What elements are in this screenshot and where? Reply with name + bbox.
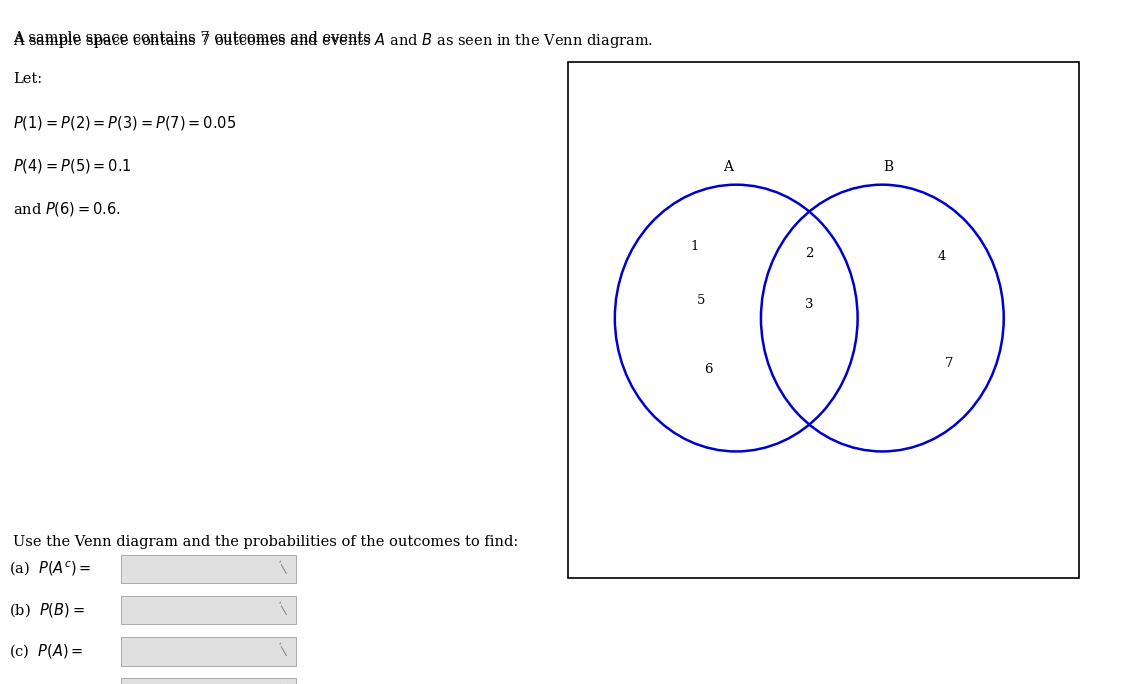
Text: A sample space contains 7 outcomes and events: A sample space contains 7 outcomes and e… xyxy=(13,31,377,44)
Text: (c)  $P(A) =$: (c) $P(A) =$ xyxy=(9,642,83,660)
Text: 5: 5 xyxy=(697,294,706,308)
Text: 2: 2 xyxy=(805,246,814,260)
Text: A sample space contains 7 outcomes and events $\it{A}$ and $\it{B}$ as seen in t: A sample space contains 7 outcomes and e… xyxy=(13,31,654,50)
Bar xyxy=(121,555,296,583)
Text: and $P(6) = 0.6$.: and $P(6) = 0.6$. xyxy=(13,200,121,218)
Text: (b)  $P(B) =$: (b) $P(B) =$ xyxy=(9,601,84,619)
Text: (d)  $P(B^c) =$: (d) $P(B^c) =$ xyxy=(9,683,92,684)
Bar xyxy=(568,62,1079,578)
Text: Let:: Let: xyxy=(13,72,43,86)
Text: (a)  $P(A^c) =$: (a) $P(A^c) =$ xyxy=(9,560,91,579)
Text: B: B xyxy=(882,161,894,174)
Bar xyxy=(121,678,296,684)
Text: A: A xyxy=(724,161,733,174)
Text: 4: 4 xyxy=(937,250,946,263)
Bar xyxy=(121,596,296,624)
Text: 3: 3 xyxy=(805,298,814,311)
Text: 6: 6 xyxy=(704,363,713,376)
Text: Use the Venn diagram and the probabilities of the outcomes to find:: Use the Venn diagram and the probabiliti… xyxy=(13,535,519,549)
Text: 7: 7 xyxy=(944,357,953,371)
Text: $P(4) = P(5) = 0.1$: $P(4) = P(5) = 0.1$ xyxy=(13,157,133,175)
Bar xyxy=(121,637,296,666)
Text: 1: 1 xyxy=(690,239,699,253)
Text: $P(1) = P(2) = P(3) = P(7) = 0.05$: $P(1) = P(2) = P(3) = P(7) = 0.05$ xyxy=(13,114,237,132)
